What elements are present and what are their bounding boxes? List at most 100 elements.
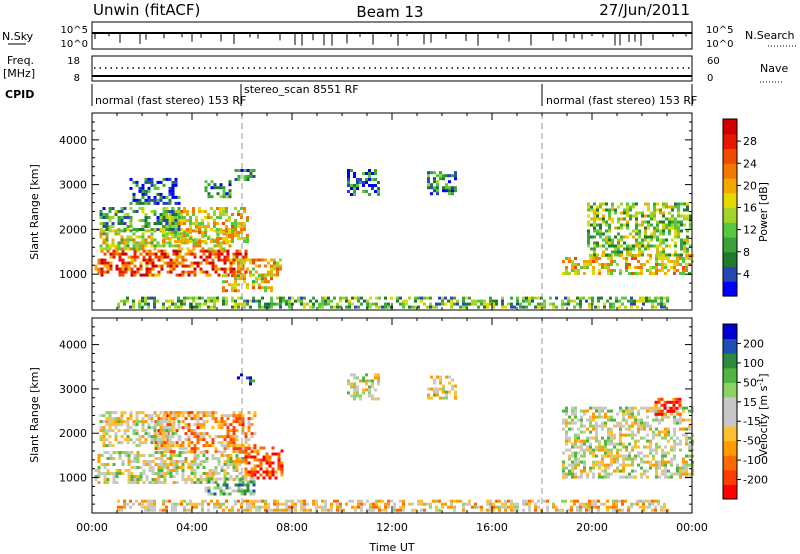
velocity-cell-8 [565,421,568,425]
power-cell-4 [150,180,154,184]
power-cell-7 [222,289,225,293]
velocity-cell-1 [253,450,257,454]
power-cell-2 [225,225,228,228]
velocity-cell-10 [528,502,531,506]
power-cell-4 [147,198,151,202]
power-cell-13 [402,302,405,306]
power-cell-5 [210,186,214,190]
power-cell-13 [651,305,654,309]
velocity-cell-10 [375,502,378,506]
velocity-cell-3 [244,455,248,459]
velocity-cell-0 [163,472,167,475]
power-cell-4 [177,201,181,205]
velocity-cell-2 [165,417,169,421]
power-cell-13 [162,302,165,306]
power-cell-0 [214,264,218,268]
velocity-cell-1 [196,447,200,451]
velocity-cell-0 [223,475,227,478]
velocity-cell-8 [619,469,622,473]
velocity-cell-10 [372,508,375,512]
velocity-cell-8 [643,427,646,431]
power-cell-0 [208,252,212,256]
velocity-cell-0 [112,475,116,478]
velocity-cell-2 [138,411,142,415]
power-cell-3 [120,210,124,213]
power-cell-13 [321,299,324,303]
velocity-cell-10 [339,508,342,512]
power-cell-13 [624,296,627,300]
velocity-cell-8 [667,406,670,410]
velocity-cell-2 [111,429,115,433]
power-cell-12 [590,223,593,227]
velocity-cell-5 [225,477,229,481]
velocity-cell-0 [160,472,164,475]
velocity-cell-10 [594,505,597,509]
power-cell-4 [171,180,175,184]
power-cell-2 [201,219,204,222]
power-cell-0 [232,267,236,271]
power-cell-12 [617,238,620,242]
power-cell-11 [574,263,577,266]
velocity-cell-0 [127,460,131,463]
velocity-cell-10 [276,508,279,512]
power-cell-4 [162,177,166,181]
velocity-cell-0 [142,481,146,484]
velocity-cell-6 [356,394,359,398]
power-cell-4 [141,195,145,199]
power-cell-4 [144,192,148,196]
velocity-cell-8 [568,472,571,476]
power-cell-10 [427,186,430,190]
velocity-cell-10 [246,508,249,512]
power-cell-2 [228,234,231,237]
power-cell-0 [154,252,158,256]
velocity-cell-2 [150,414,154,418]
velocity-cell-1 [205,444,209,448]
power-cell-8 [237,169,241,172]
velocity-cell-5 [243,492,247,496]
velocity-cell-0 [97,469,101,472]
power-cell-12 [668,253,671,257]
velocity-cell-1 [211,444,215,448]
velocity-cell-8 [565,475,568,479]
power-cell-13 [252,299,255,303]
velocity-cell-8 [571,463,574,467]
power-cell-12 [635,223,638,227]
power-cell-12 [602,232,605,236]
power-cell-8 [249,169,253,172]
power-cell-11 [625,257,628,260]
velocity-cell-0 [178,466,182,469]
power-cell-11 [625,263,628,266]
power-cell-12 [623,223,626,227]
velocity-cell-0 [127,451,131,454]
velocity-cell-10 [471,505,474,509]
velocity-cell-8 [619,421,622,425]
power-cell-10 [442,189,445,193]
velocity-cell-1 [226,441,230,445]
velocity-cell-8 [634,457,637,461]
power-cell-0 [232,252,236,256]
power-cell-13 [252,296,255,300]
velocity-cell-6 [365,379,368,383]
power-cell-12 [671,217,674,221]
power-cell-11 [628,266,631,269]
power-cell-1 [123,241,127,245]
velocity-cell-10 [249,502,252,506]
power-cell-4 [147,189,151,193]
power-cell-12 [662,253,665,257]
power-cell-9 [368,172,371,175]
velocity-cell-2 [120,435,124,439]
velocity-cell-8 [589,421,592,425]
velocity-cell-10 [552,502,555,506]
velocity-cell-3 [244,449,248,453]
power-cell-2 [183,210,186,213]
velocity-cell-10 [153,499,156,503]
velocity-cell-0 [223,463,227,466]
velocity-cell-10 [240,505,243,509]
velocity-cell-2 [177,426,181,430]
power-cell-0 [169,258,173,262]
power-cell-4 [129,186,133,190]
power-cell-2 [225,210,228,213]
velocity-cell-10 [267,508,270,512]
power-cell-11 [664,266,667,269]
